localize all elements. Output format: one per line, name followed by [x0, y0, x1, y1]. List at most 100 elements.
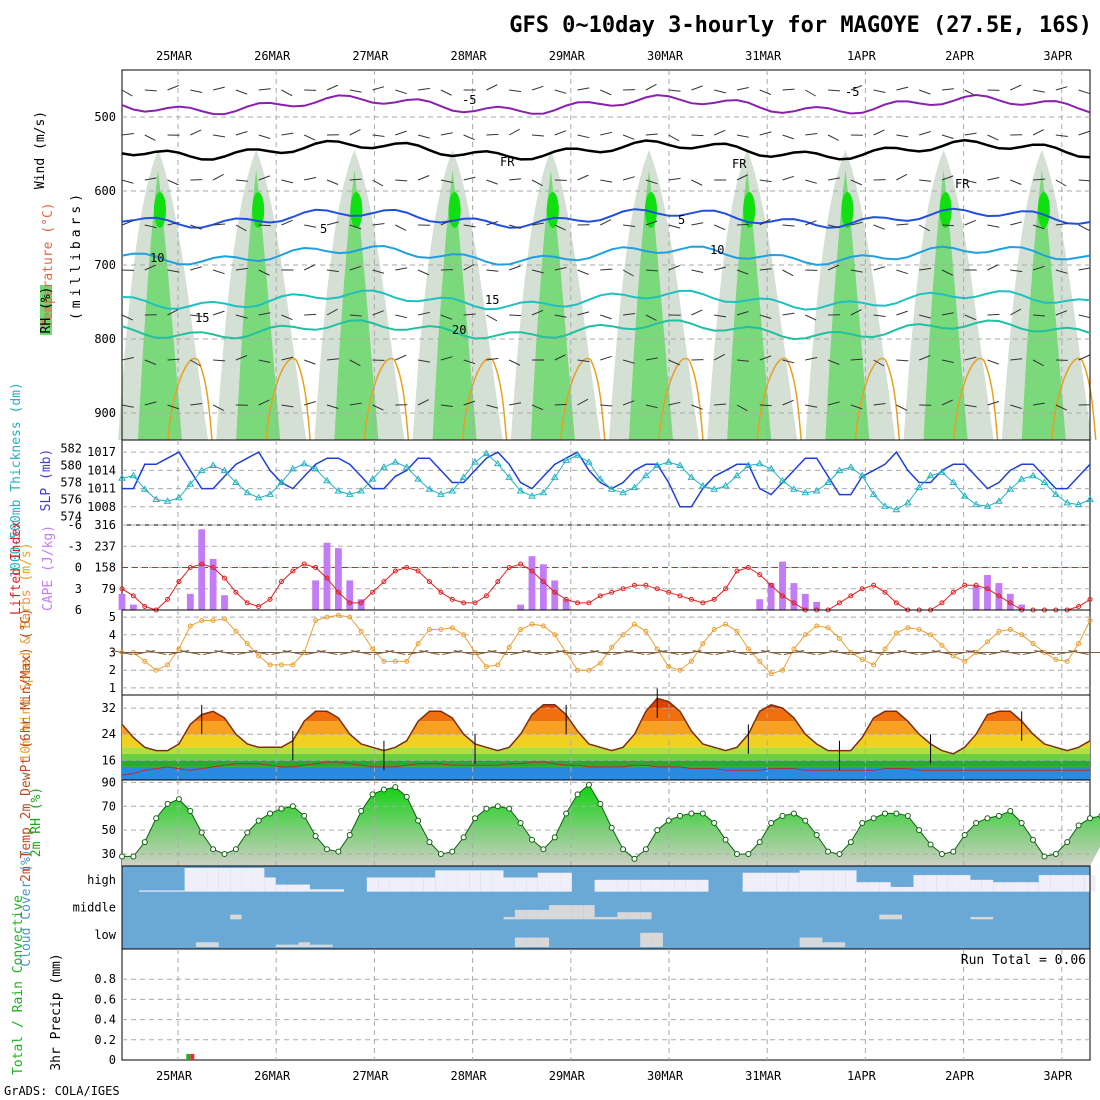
date-tick-top: 27MAR — [352, 49, 389, 63]
wind-barb — [509, 402, 522, 406]
cloud-cell-high — [161, 890, 174, 892]
wind-barb — [212, 310, 225, 316]
lifted-point — [290, 568, 296, 574]
lifted-point — [631, 582, 637, 588]
wind-barb — [828, 89, 841, 92]
wind-barb — [1010, 221, 1023, 226]
lifted-point — [540, 579, 546, 585]
wind-barb — [304, 224, 317, 228]
wind-barb — [212, 404, 225, 411]
wind-barb-10m — [590, 650, 611, 655]
temp-band — [122, 721, 1090, 735]
top-date-axis: 25MAR 26MAR 27MAR 28MAR 29MAR 30MAR 31MAR 1APR 2… — [156, 49, 1073, 63]
cloud-cell-high — [606, 879, 618, 892]
wind-barb — [326, 84, 339, 91]
thickness-tick: 582 — [60, 442, 82, 456]
temperature-axis-label: Temperature (°C) — [41, 202, 56, 327]
wind-barb — [1078, 130, 1091, 136]
rh-point — [597, 800, 604, 807]
cloud-cell-high — [526, 877, 538, 892]
wind-point — [267, 662, 273, 668]
wind-barb — [850, 404, 863, 410]
wind-barb — [713, 353, 726, 361]
lifted-point — [1076, 603, 1082, 609]
cloud-cell-high — [640, 879, 652, 892]
date-tick-bottom: 3APR — [1043, 1069, 1073, 1083]
wind-barb — [1032, 89, 1045, 93]
wind-barb — [213, 359, 226, 362]
bottom-date-axis: 25MAR 26MAR 27MAR 28MAR 29MAR 30MAR 31MAR 1APR 2… — [156, 1069, 1073, 1083]
lifted-point — [244, 600, 250, 606]
thickness-axis-label: 1000-500mb Thickness (dm) — [9, 382, 24, 578]
wind-barb — [372, 223, 385, 226]
wind-point — [449, 625, 455, 631]
wind-point — [404, 658, 410, 664]
lifted-tick: 3 — [75, 582, 82, 596]
rh-point — [551, 834, 558, 841]
cloud-cell-high — [298, 884, 310, 892]
wind-barb — [987, 224, 1000, 228]
cloud-cell-low — [526, 937, 538, 947]
rh-point — [938, 851, 945, 858]
cloud-cell-low — [810, 937, 823, 947]
thickness-point — [881, 502, 889, 509]
cloud-cell-high — [1038, 875, 1051, 892]
wind-barb — [554, 403, 567, 406]
cloud-cell-high — [674, 879, 686, 892]
wind-barb — [349, 178, 362, 181]
rh-point — [221, 851, 228, 858]
precip-tick: 0 — [109, 1053, 116, 1067]
pressure-tick: 700 — [94, 258, 116, 272]
thickness-point — [938, 468, 946, 475]
wind-barb — [554, 267, 567, 271]
cloud-cell-middle — [617, 912, 629, 920]
wind-barb — [941, 359, 954, 363]
wind-point — [426, 626, 432, 632]
wind-barb — [167, 358, 180, 361]
cape-lifted-panel: 316 237 158 79 -6 -3 0 3 6 — [68, 518, 1093, 617]
wind-barb — [144, 89, 157, 92]
thickness-point — [505, 473, 514, 480]
cloud-cell-high — [230, 868, 242, 892]
wind-tick: 3 — [109, 646, 116, 660]
thickness-point — [744, 461, 753, 468]
cape-bar — [984, 575, 991, 610]
wind-barb — [987, 264, 999, 271]
lifted-point — [609, 589, 615, 595]
wind-barb — [303, 264, 316, 271]
wind-barb — [372, 404, 384, 411]
wind-barb — [645, 220, 658, 226]
rh2m-panel: 90 70 50 30 — [102, 775, 1100, 867]
wind-barb-10m — [316, 650, 338, 655]
rh-point — [540, 846, 547, 853]
cloud-cell-high — [366, 877, 379, 892]
wind-barb — [144, 359, 157, 365]
wind-point — [256, 653, 262, 659]
wind-barb — [759, 131, 772, 136]
wind-barb — [782, 134, 795, 140]
lifted-point — [130, 593, 136, 599]
wind-barb — [440, 89, 452, 96]
wind-barb — [850, 358, 863, 361]
wind-barb — [850, 179, 863, 186]
cloud-cell-low — [287, 944, 299, 947]
wind-tick: 4 — [109, 628, 116, 642]
wind-point — [1076, 641, 1082, 647]
rh-point — [836, 851, 843, 858]
wind-barb — [622, 134, 635, 140]
wind-point — [916, 626, 922, 632]
cloud-cell-low — [640, 932, 652, 947]
cloud-cell-low — [309, 944, 322, 947]
wind-barb — [463, 224, 476, 228]
run-total-label: Run Total = 0.06 — [961, 953, 1086, 968]
thickness-point — [516, 487, 525, 494]
rh-point — [289, 803, 296, 810]
thickness-point — [619, 488, 627, 496]
wind-barb-10m — [1034, 650, 1055, 655]
rh-point — [847, 839, 854, 846]
wind-point — [176, 646, 182, 652]
wind-barb — [623, 224, 636, 227]
wind-barb-10m — [829, 650, 850, 655]
thickness-point — [653, 461, 662, 468]
